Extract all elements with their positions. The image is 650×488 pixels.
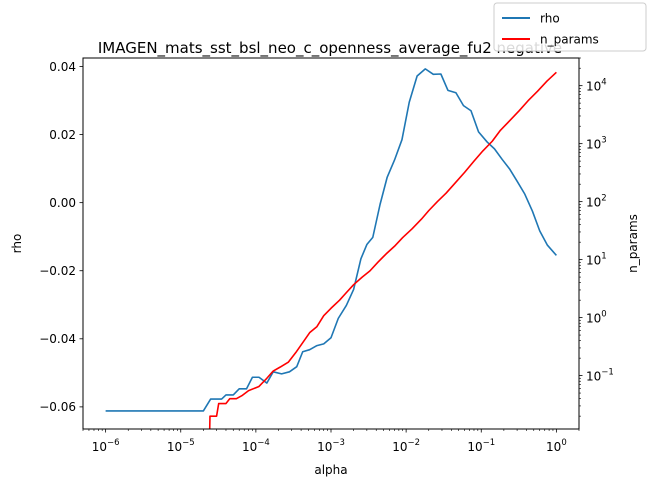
x-tick-label: 10−1 [467,438,495,454]
y-axis: 0.04 0.02 0.00 −0.02 −0.04 −0.06 [39,60,83,414]
y-tick-label: −0.04 [39,332,76,346]
y-tick-label: 0.02 [49,128,76,142]
y-tick-label: −0.02 [39,264,76,278]
x-tick-label: 10−6 [92,438,120,454]
y2-tick-label: 100 [586,310,607,326]
legend-rho-label: rho [540,12,560,26]
x-axis-label: alpha [314,463,347,477]
legend-box [493,2,647,52]
y2-tick-label: 103 [586,136,607,152]
y2-axis-label: n_params [626,214,640,273]
legend-n-params-label: n_params [540,33,599,47]
y2-tick-label: 102 [586,194,607,210]
y2-axis: 10−1 100 101 102 103 104 [579,57,614,417]
chart-title: IMAGEN_mats_sst_bsl_neo_c_openness_avera… [98,39,562,58]
legend: rho n_params [493,2,647,52]
y-tick-label: 0.04 [49,60,76,74]
series-line-rho [105,68,557,412]
y2-tick-label: 101 [586,252,607,268]
x-tick-label: 10−2 [392,438,420,454]
x-axis: 10−6 10−5 10−4 10−3 10−2 10−1 100 [82,429,580,454]
y2-tick-label: 104 [586,78,607,94]
series-line-n-params [208,71,557,429]
x-tick-label: 10−3 [317,438,345,454]
y-tick-label: 0.00 [49,196,76,210]
plot-frame [82,57,580,430]
x-tick-label: 10−4 [242,438,270,454]
x-tick-label: 100 [546,438,567,454]
plot-lines [105,68,557,429]
y2-tick-label: 10−1 [586,368,614,384]
y-tick-label: −0.06 [39,400,76,414]
x-tick-label: 10−5 [167,438,195,454]
y-axis-label: rho [10,234,24,254]
